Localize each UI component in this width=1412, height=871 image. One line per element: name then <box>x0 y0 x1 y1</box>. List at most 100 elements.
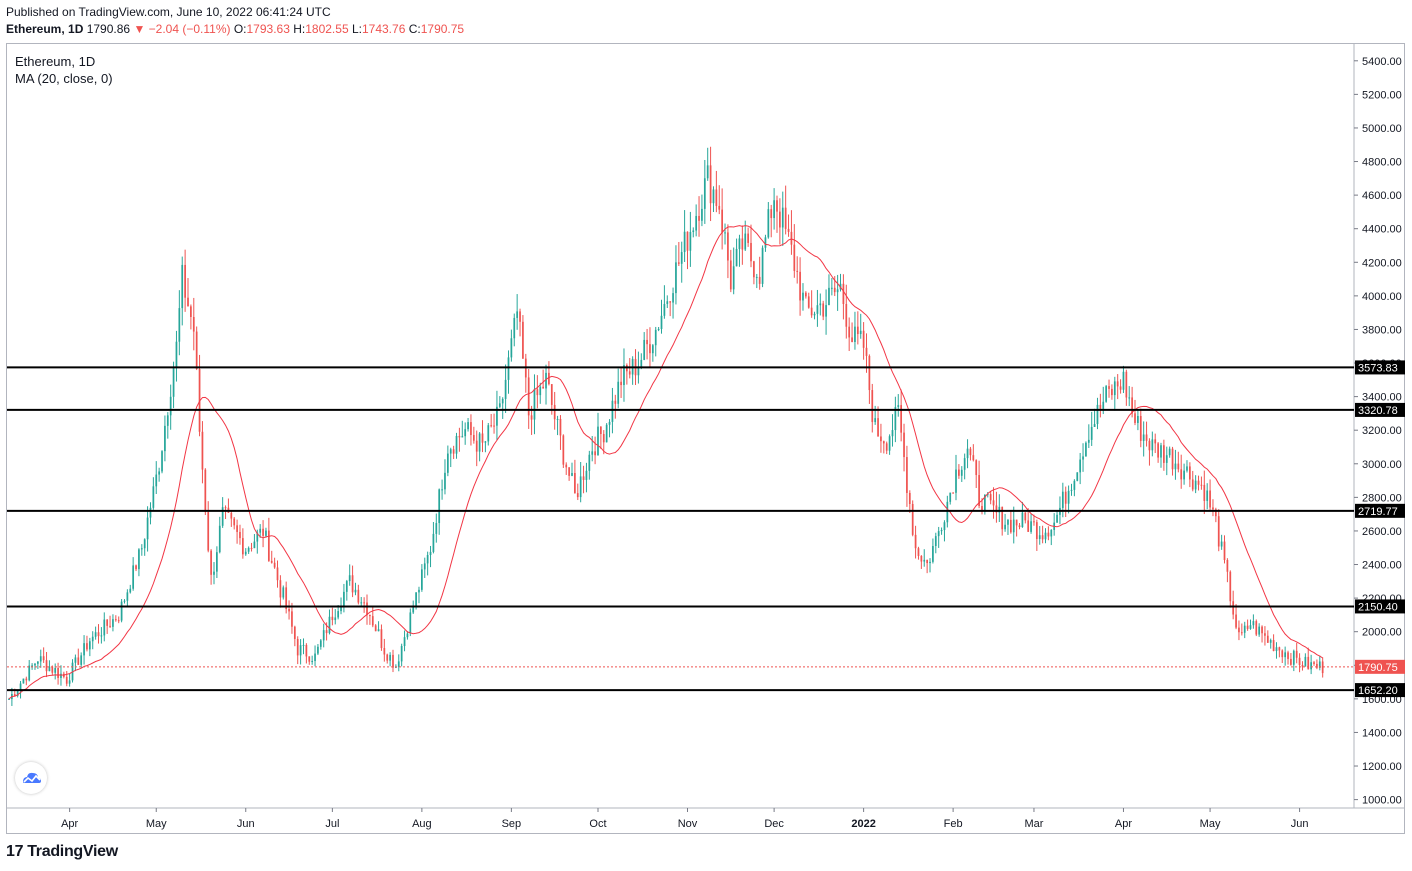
candle-body <box>135 565 137 570</box>
candle-body <box>591 451 594 455</box>
candle-body <box>239 531 241 539</box>
candle-body <box>1030 521 1032 532</box>
candle-body <box>900 405 903 433</box>
candle-body <box>302 644 305 646</box>
candle-body <box>34 663 36 666</box>
candle-body <box>236 525 238 532</box>
candle-body <box>654 329 657 346</box>
candle-body <box>784 207 787 229</box>
cloud-icon[interactable] <box>15 762 47 794</box>
candle-body <box>406 633 409 638</box>
candle-body <box>1163 445 1165 463</box>
candle-body <box>550 384 553 405</box>
candle-body <box>894 407 897 431</box>
candle-body <box>484 441 487 443</box>
candle-body <box>657 329 660 331</box>
candle-body <box>588 454 591 471</box>
candle-body <box>1266 635 1269 643</box>
candle-body <box>1235 614 1237 628</box>
candle-body <box>109 625 111 627</box>
candle-body <box>218 525 221 553</box>
y-tick-label: 3200.00 <box>1362 425 1402 437</box>
candle-body <box>611 400 614 422</box>
candle-body <box>536 389 539 396</box>
price-change: ▼ −2.04 (−0.11%) <box>133 22 231 36</box>
candle-body <box>805 292 807 297</box>
candle-body <box>498 403 501 407</box>
candle-body <box>1128 397 1131 399</box>
candle-body <box>960 469 963 476</box>
y-tick-label: 5000.00 <box>1362 123 1402 135</box>
candle-body <box>556 418 559 420</box>
chart-frame[interactable] <box>6 43 1405 834</box>
x-tick-label: Mar <box>1024 818 1043 830</box>
candle-body <box>1281 650 1284 658</box>
candle-body <box>735 248 738 267</box>
candle-body <box>1177 463 1180 470</box>
candle-body <box>946 501 949 523</box>
candle-body <box>429 551 432 556</box>
candle-body <box>677 262 680 264</box>
candle-body <box>1067 490 1070 504</box>
candle-body <box>158 471 161 475</box>
y-tick-label: 2000.00 <box>1362 627 1402 639</box>
candle-body <box>296 638 299 656</box>
candle-body <box>779 211 781 228</box>
candle-body <box>816 305 819 314</box>
candle-body <box>530 415 533 420</box>
candle-body <box>1038 535 1041 539</box>
candle-body <box>986 494 989 496</box>
close-value: 1790.75 <box>420 22 465 36</box>
candle-body <box>646 339 648 345</box>
candle-body <box>1197 480 1200 485</box>
candle-body <box>787 228 790 232</box>
candle-body <box>299 645 302 656</box>
candle-body <box>1079 459 1082 473</box>
candle-body <box>1009 519 1012 533</box>
candle-body <box>1298 657 1301 665</box>
candle-body <box>319 640 322 647</box>
candle-body <box>19 683 22 691</box>
candle-body <box>600 426 602 435</box>
candle-body <box>519 311 521 322</box>
last-price: 1790.86 <box>86 22 131 36</box>
candle-body <box>1027 520 1030 532</box>
candle-body <box>91 636 94 642</box>
candle-body <box>39 656 42 662</box>
candle-body <box>1165 455 1168 463</box>
candle-body <box>467 422 469 430</box>
candle-body <box>1111 388 1113 396</box>
candle-body <box>1087 439 1090 443</box>
candle-body <box>1295 650 1298 658</box>
candle-body <box>60 673 62 678</box>
candle-body <box>389 654 391 661</box>
candle-body <box>1073 480 1076 490</box>
candle-body <box>807 296 810 308</box>
x-tick-label: Dec <box>764 818 784 830</box>
candle-body <box>984 494 986 512</box>
candle-body <box>224 507 227 509</box>
candle-body <box>1316 663 1318 668</box>
y-tick-label: 4000.00 <box>1362 291 1402 303</box>
candle-body <box>750 242 752 262</box>
candle-body <box>293 626 296 639</box>
candle-body <box>1246 625 1249 629</box>
x-tick-label: Feb <box>944 818 963 830</box>
candle-body <box>1093 424 1096 427</box>
candle-body <box>1171 448 1174 470</box>
candle-body <box>328 616 331 634</box>
x-tick-label: Sep <box>502 818 522 830</box>
candle-body <box>86 643 88 650</box>
legend-indicator[interactable]: MA (20, close, 0) <box>15 71 113 86</box>
candle-body <box>623 365 625 386</box>
candle-body <box>1272 640 1275 651</box>
candle-body <box>1007 519 1009 525</box>
candle-body <box>1024 512 1027 521</box>
candle-body <box>322 630 325 641</box>
candle-body <box>1284 652 1287 658</box>
candle-body <box>190 306 192 318</box>
candle-body <box>571 472 573 476</box>
candle-body <box>68 680 71 684</box>
candle-body <box>669 301 672 303</box>
